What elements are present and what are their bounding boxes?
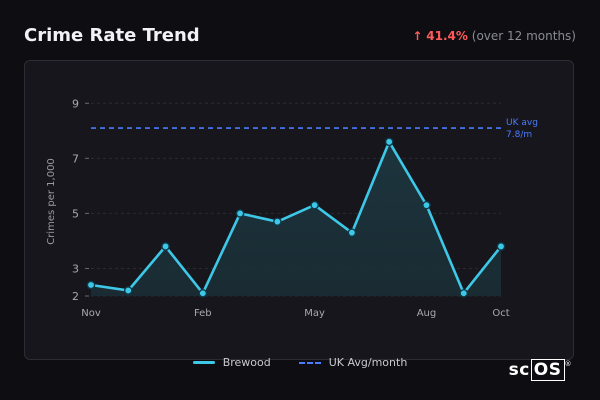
data-point-jun (347, 228, 357, 237)
legend-item-series[interactable]: Brewood (192, 356, 271, 369)
data-point-aug (422, 200, 431, 210)
data-point-jul (384, 137, 394, 147)
trend-up-icon: ↑ (412, 29, 423, 43)
data-point-feb (198, 288, 208, 298)
scos-logo: sc OS ® (508, 359, 572, 381)
data-point-jan (161, 242, 170, 251)
x-tick-label-nov: Nov (81, 308, 101, 319)
series-area-brewood (91, 141, 501, 296)
y-tick-label-7: 7 (72, 152, 79, 165)
change-note: (over 12 months) (471, 29, 576, 43)
legend-swatch-reference (298, 361, 321, 364)
data-point-mar (235, 209, 245, 218)
y-axis-label: Crimes per 1,000 (46, 158, 57, 245)
reference-label-title: UK avg (506, 118, 538, 128)
data-point-may (310, 200, 319, 210)
data-point-sep (459, 288, 469, 298)
chart-panel (24, 60, 574, 360)
legend-swatch-series (192, 361, 215, 364)
reference-label-value: 7.8/m (506, 130, 532, 140)
change-percent: 41.4% (426, 29, 468, 43)
legend-item-reference[interactable]: UK Avg/month (298, 356, 408, 369)
x-tick-label-may: May (304, 308, 325, 319)
chart-title: Crime Rate Trend (24, 25, 200, 46)
data-point-nov (86, 280, 96, 290)
series-line-brewood (89, 140, 503, 295)
data-point-oct (496, 242, 506, 251)
y-tick-label-9: 9 (72, 97, 79, 110)
data-point-dec (123, 286, 133, 295)
x-tick-label-oct: Oct (492, 308, 509, 319)
x-tick-label-aug: Aug (417, 308, 437, 319)
data-point-apr (273, 217, 282, 226)
change-indicator: ↑ 41.4% (over 12 months) (412, 29, 576, 43)
y-tick-label-3: 3 (72, 262, 79, 275)
legend: Brewood UK Avg/month (0, 356, 600, 369)
legend-label-series: Brewood (222, 356, 271, 369)
y-tick-label-5: 5 (72, 207, 79, 220)
y-tick-label-2: 2 (72, 290, 79, 303)
legend-label-reference: UK Avg/month (328, 356, 408, 369)
x-tick-label-feb: Feb (194, 308, 212, 319)
